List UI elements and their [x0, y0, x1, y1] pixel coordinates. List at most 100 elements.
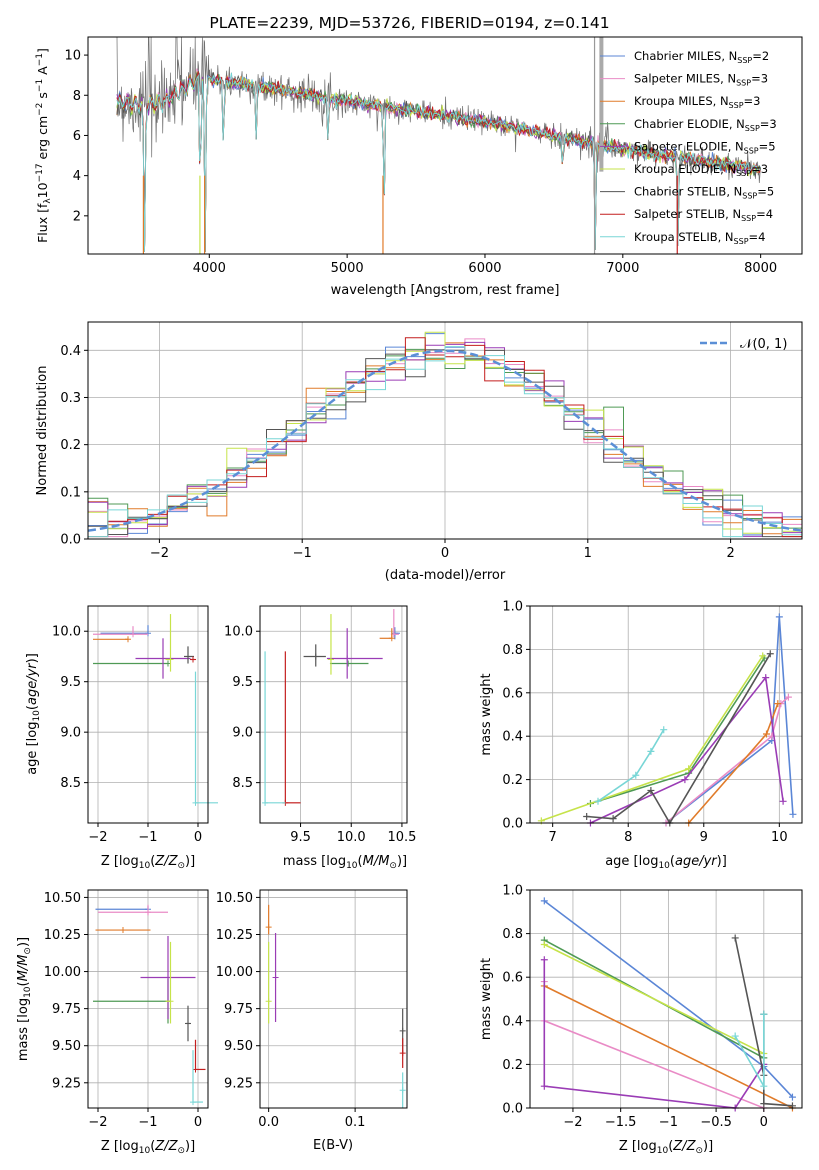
mass-vs-Z-xtick-label: −1	[138, 1115, 157, 1130]
weight-vs-age-series-salpeter-miles	[665, 696, 789, 824]
mass-vs-Z-xtick-label: 0	[194, 1115, 202, 1130]
age-vs-Z-point	[190, 656, 196, 663]
weight-vs-age-ytick-label: 0.2	[502, 773, 523, 788]
weight-vs-Z-series-salpeter-elodie	[543, 959, 765, 1109]
age-vs-Z-ytick-label: 10.0	[52, 625, 81, 640]
weight-vs-age-xtick-label: 7	[549, 830, 557, 845]
weight-vs-age-marker	[774, 700, 782, 708]
weight-vs-Z-marker	[540, 956, 548, 964]
mass-vs-Z-point	[185, 1020, 191, 1027]
mass-vs-Z-point	[120, 927, 126, 934]
age-vs-mass-point	[344, 655, 351, 662]
mass-vs-EBV-axes	[260, 890, 407, 1108]
mass-vs-Z-ylabel: mass [log10(M/M⊙)]	[16, 937, 33, 1061]
weight-vs-Z-xlabel: Z [log10(Z/Z⊙)]	[619, 1139, 713, 1156]
residuals-xtick-label: 1	[584, 546, 592, 561]
spectrum-ytick-label: 4	[73, 169, 81, 184]
weight-vs-Z-marker	[540, 897, 548, 905]
weight-vs-age-xtick-label: 10	[771, 830, 788, 845]
age-vs-mass-xtick-label: 10.5	[387, 830, 416, 845]
weight-vs-age-marker	[685, 765, 693, 773]
age-vs-mass-xlabel: mass [log10(M/M⊙)]	[283, 854, 407, 871]
residuals-hist-kroupa-stelib	[88, 346, 802, 538]
residuals-xtick-label: 0	[441, 546, 449, 561]
residuals-ytick-label: 0.3	[60, 391, 81, 406]
mass-vs-EBV-point	[265, 924, 272, 931]
weight-vs-Z-marker	[731, 934, 739, 942]
mass-vs-EBV-point	[399, 1087, 406, 1094]
weight-vs-age-marker	[766, 650, 774, 658]
age-vs-Z-point	[192, 799, 199, 806]
weight-vs-age-ytick-label: 0.4	[502, 730, 523, 745]
mass-vs-EBV-xtick-label: 0.0	[258, 1115, 279, 1130]
weight-vs-Z-marker	[540, 941, 548, 948]
mass-vs-EBV-point	[272, 974, 279, 981]
weight-vs-Z-xtick-label: −2	[563, 1115, 582, 1130]
weight-vs-Z-ytick-label: 0.8	[502, 927, 523, 942]
weight-vs-Z-xtick-label: 0	[760, 1115, 768, 1130]
spectrum-legend-label: Salpeter STELIB, NSSP=4	[634, 207, 773, 223]
figure-title: PLATE=2239, MJD=53726, FIBERID=0194, z=0…	[209, 14, 609, 32]
spectrum-xlabel: wavelength [Angstrom, rest frame]	[331, 283, 560, 298]
spectrum-mask-band	[599, 37, 604, 172]
age-vs-Z-axes	[88, 606, 208, 823]
age-vs-Z-point	[145, 630, 151, 637]
weight-vs-age-ytick-label: 0.0	[502, 817, 523, 832]
weight-vs-Z-marker	[760, 1082, 768, 1090]
weight-vs-age-xtick-label: 8	[624, 830, 632, 845]
age-vs-Z-point	[130, 631, 136, 638]
residuals-xlabel: (data-model)/error	[385, 568, 506, 583]
weight-vs-age-ytick-label: 0.6	[502, 686, 523, 701]
weight-vs-age-marker	[762, 730, 770, 738]
weight-vs-Z-xtick-label: −0.5	[700, 1115, 732, 1130]
spectrum-legend-label: Kroupa MILES, NSSP=3	[634, 94, 760, 110]
spectrum-ytick-label: 10	[64, 49, 81, 64]
age-vs-Z-ytick-label: 9.0	[60, 726, 81, 741]
residuals-xtick-label: 2	[726, 546, 734, 561]
weight-vs-age-marker	[681, 776, 689, 784]
spectrum-frame	[87, 36, 803, 255]
weight-vs-age-marker	[789, 810, 797, 818]
weight-vs-Z-series-salpeter-miles	[543, 981, 765, 1109]
age-vs-mass-ytick-label: 9.0	[232, 726, 253, 741]
weight-vs-Z-ylabel: mass weight	[479, 958, 494, 1040]
weight-vs-Z-series-kroupa-elodie	[543, 943, 765, 1055]
spectrum-model-kroupa-stelib	[116, 72, 761, 253]
residuals-ytick-label: 0.2	[60, 438, 81, 453]
age-vs-Z-point	[185, 653, 191, 660]
weight-vs-Z-marker	[760, 1100, 768, 1108]
weight-vs-age-marker	[759, 652, 767, 660]
age-vs-mass-ytick-label: 10.0	[224, 625, 253, 640]
age-vs-mass-xtick-label: 9.5	[290, 830, 311, 845]
age-vs-Z-ylabel: age [log10(age/yr)]	[25, 653, 42, 775]
weight-vs-age-ytick-label: 0.8	[502, 643, 523, 658]
spectrum-ylabel: Flux [fλ10−17 erg cm−2 s−1 A−1]	[35, 48, 53, 243]
mass-vs-EBV-ytick-label: 10.00	[216, 965, 253, 980]
weight-vs-Z-series-kroupa-miles	[543, 985, 793, 1109]
weight-vs-age-marker	[784, 693, 792, 701]
age-vs-Z-point	[125, 636, 131, 643]
spectrum-legend-label: Kroupa ELODIE, NSSP=3	[634, 162, 768, 178]
mass-vs-Z-axes	[88, 890, 208, 1108]
weight-vs-Z-ytick-label: 0.6	[502, 971, 523, 986]
weight-vs-Z-xtick-label: −1.5	[605, 1115, 637, 1130]
mass-vs-EBV-point	[399, 1027, 406, 1034]
weight-vs-age-series-kroupa-stelib	[597, 729, 665, 802]
age-vs-mass-axes	[260, 606, 407, 823]
age-vs-Z-xtick-label: −2	[88, 830, 107, 845]
age-vs-Z-xtick-label: 0	[194, 830, 202, 845]
spectrum-legend-label: Salpeter MILES, NSSP=3	[634, 72, 768, 88]
weight-vs-age-xtick-label: 9	[700, 830, 708, 845]
weight-vs-age-marker	[583, 812, 591, 820]
residuals-ytick-label: 0.0	[60, 533, 81, 548]
weight-vs-age-marker	[762, 674, 770, 682]
weight-vs-age-marker	[632, 771, 640, 779]
weight-vs-age-series-chabrier-elodie	[590, 657, 765, 805]
mass-vs-EBV-xlabel: E(B-V)	[313, 1138, 353, 1153]
age-vs-Z-point	[167, 656, 174, 663]
age-vs-Z-point	[160, 655, 166, 662]
weight-vs-Z-xtick-label: −1	[659, 1115, 678, 1130]
weight-vs-Z-marker	[731, 1032, 739, 1040]
mass-vs-Z-ytick-label: 10.00	[44, 965, 81, 980]
